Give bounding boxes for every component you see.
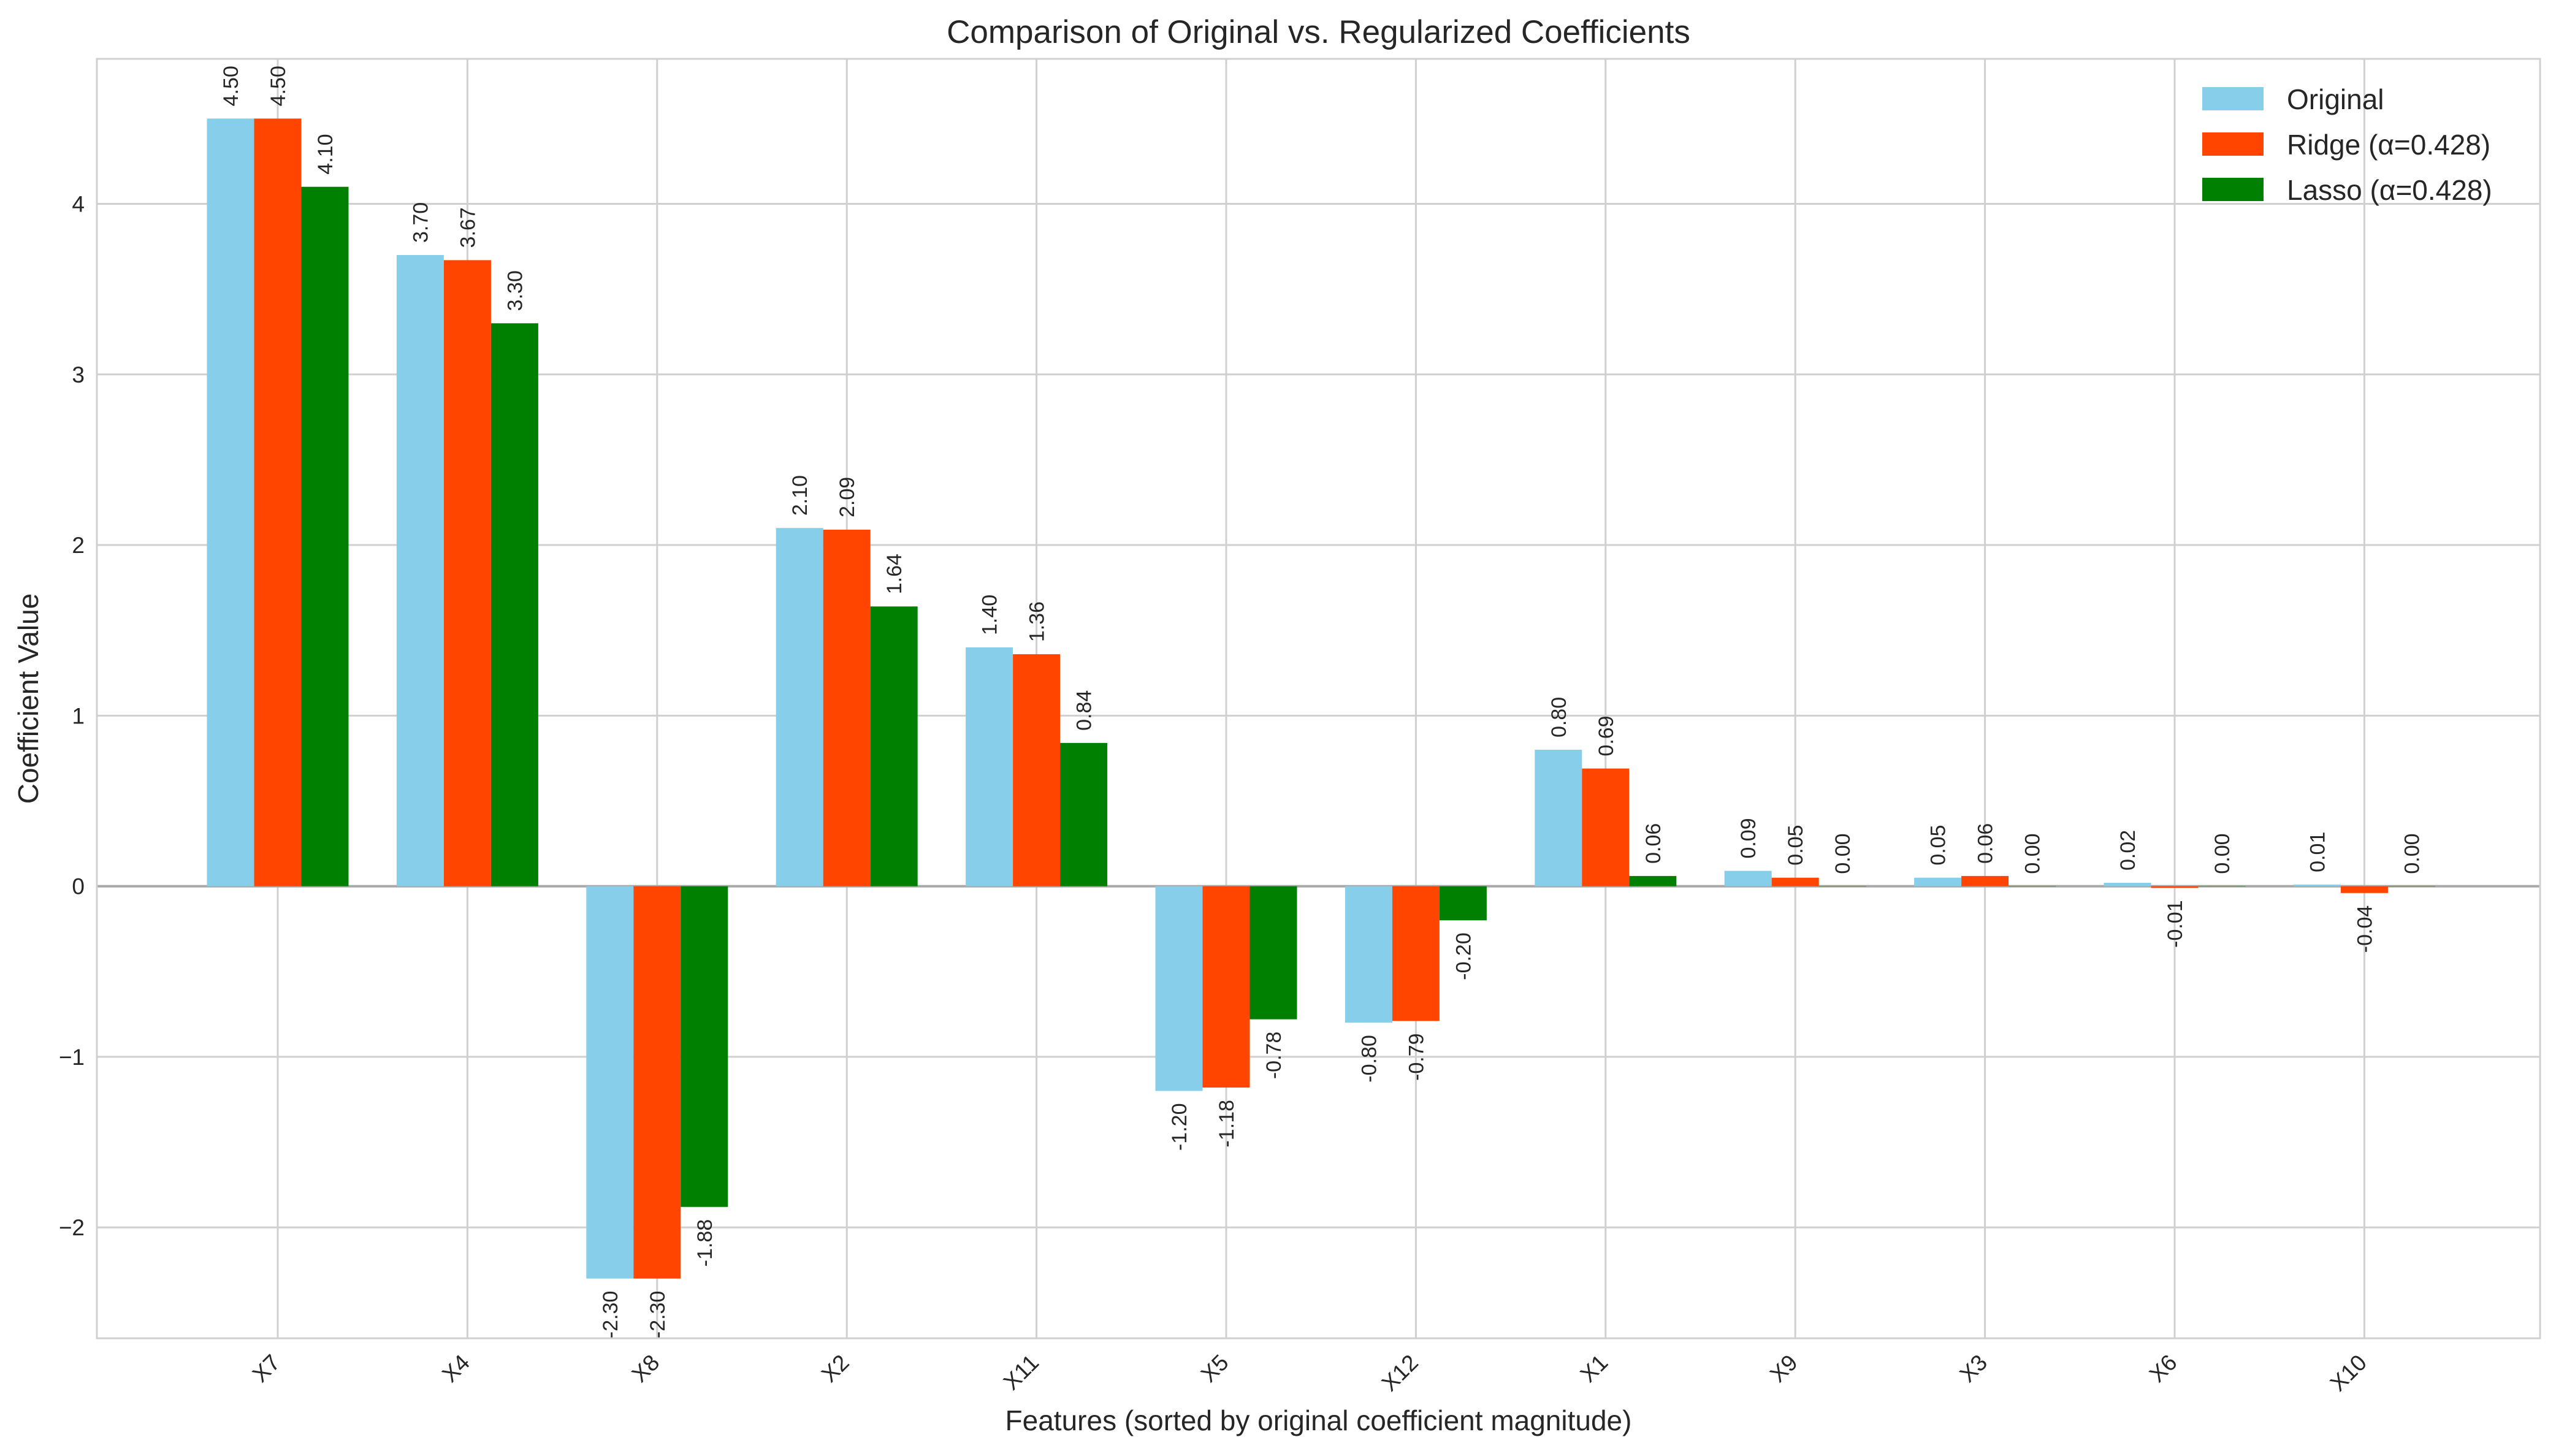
legend-label: Lasso (α=0.428) [2287, 174, 2492, 206]
y-tick-label: 1 [72, 703, 85, 728]
legend-label: Ridge (α=0.428) [2287, 129, 2490, 161]
bar-value-label: -0.01 [2164, 900, 2187, 948]
bar-value-label: 0.05 [1927, 825, 1950, 865]
bar-value-label: 0.00 [1831, 833, 1855, 874]
bar [1345, 886, 1392, 1023]
bar-value-label: 3.67 [456, 207, 479, 248]
bars [207, 118, 2435, 1279]
bar [1724, 871, 1772, 886]
bar-value-label: -0.78 [1262, 1032, 1286, 1080]
bar-value-label: 0.05 [1784, 825, 1807, 865]
plot-frame [96, 58, 2541, 1340]
bar [1961, 875, 2009, 886]
y-tick-label: 2 [72, 533, 85, 558]
bar [633, 886, 681, 1279]
bar-value-label: -2.30 [646, 1291, 670, 1339]
bar-value-label: 1.36 [1026, 601, 1049, 642]
bar-value-label: -0.80 [1357, 1035, 1381, 1083]
bar [1155, 886, 1203, 1091]
legend-swatch [2202, 178, 2264, 201]
legend-swatch [2202, 87, 2264, 110]
bar [1818, 886, 1866, 887]
x-axis-title: Features (sorted by original coefficient… [1005, 1405, 1632, 1436]
bar-value-label: 0.09 [1737, 818, 1760, 858]
bar [2387, 886, 2435, 887]
bar [681, 886, 728, 1207]
bar [1202, 886, 1250, 1088]
bar [823, 530, 871, 886]
bar-value-label: 0.00 [2400, 833, 2424, 874]
chart-title: Comparison of Original vs. Regularized C… [947, 14, 1690, 50]
bar-value-label: 0.00 [2211, 833, 2234, 874]
bar-value-label: 2.10 [788, 475, 812, 516]
bar-value-label: 3.70 [409, 202, 432, 243]
bar-value-label: -0.20 [1452, 932, 1475, 980]
bar [2198, 886, 2246, 887]
bar [2340, 886, 2388, 893]
bar-value-label: 4.50 [219, 66, 243, 106]
y-tick-label: 4 [72, 192, 85, 217]
legend-swatch [2202, 132, 2264, 156]
bar [1439, 886, 1487, 921]
y-axis-title: Coefficient Value [12, 593, 44, 804]
bar [1629, 875, 1677, 886]
bar-value-label: 4.10 [314, 134, 337, 175]
bar [1249, 886, 1297, 1020]
bar-value-label: -1.18 [1215, 1100, 1238, 1148]
bar [966, 647, 1013, 886]
bar [2151, 886, 2199, 888]
bar [1535, 749, 1582, 886]
bar-value-label: 0.02 [2116, 830, 2140, 871]
bar [396, 255, 444, 886]
bar [490, 323, 538, 886]
bar [1392, 886, 1440, 1021]
y-tick-label: 3 [72, 362, 85, 387]
bar-value-label: -1.20 [1168, 1103, 1191, 1151]
bar [1060, 742, 1108, 886]
bar [2104, 883, 2151, 886]
bar-value-label: 0.84 [1073, 690, 1096, 731]
bar-value-label: 4.50 [267, 66, 290, 106]
bar-value-label: -2.30 [599, 1291, 622, 1339]
bar [254, 118, 302, 886]
bar [776, 528, 823, 886]
bar-value-label: 0.00 [2021, 833, 2045, 874]
bar [2009, 886, 2056, 887]
bar-value-label: 3.30 [503, 270, 527, 311]
bar [207, 118, 254, 886]
bar-value-label: 0.06 [1974, 823, 1997, 864]
bar-value-label: -0.79 [1405, 1033, 1428, 1081]
bar-value-label: 1.40 [979, 595, 1002, 635]
bar [2293, 884, 2341, 886]
bar-value-label: -0.04 [2353, 905, 2376, 953]
legend-label: Original [2287, 83, 2384, 115]
bar [1013, 654, 1061, 886]
legend: Original Ridge (α=0.428) Lasso (α=0.428) [2202, 83, 2492, 206]
bar-value-label: 0.01 [2306, 832, 2329, 872]
y-tick-label: −2 [59, 1215, 85, 1240]
bar-value-label: 0.69 [1595, 715, 1618, 756]
bar [1771, 877, 1819, 886]
bar [586, 886, 634, 1279]
bar [301, 186, 349, 886]
bar-value-label: 1.64 [883, 554, 906, 594]
bar-value-label: -1.88 [693, 1219, 717, 1267]
data-labels: 4.50 3.70 -2.30 2.10 1.40 -1.20 -0.80 0.80 0.09 0… [219, 66, 2424, 1338]
y-tick-label: 0 [72, 874, 85, 899]
bar-value-label: 0.80 [1547, 697, 1571, 738]
bar-value-label: 2.09 [836, 477, 859, 517]
bar [1914, 877, 1962, 886]
y-tick-label: −1 [59, 1045, 85, 1070]
bar [1582, 768, 1630, 886]
bar-value-label: 0.06 [1642, 823, 1665, 864]
bar [443, 260, 491, 886]
bar [870, 606, 918, 886]
